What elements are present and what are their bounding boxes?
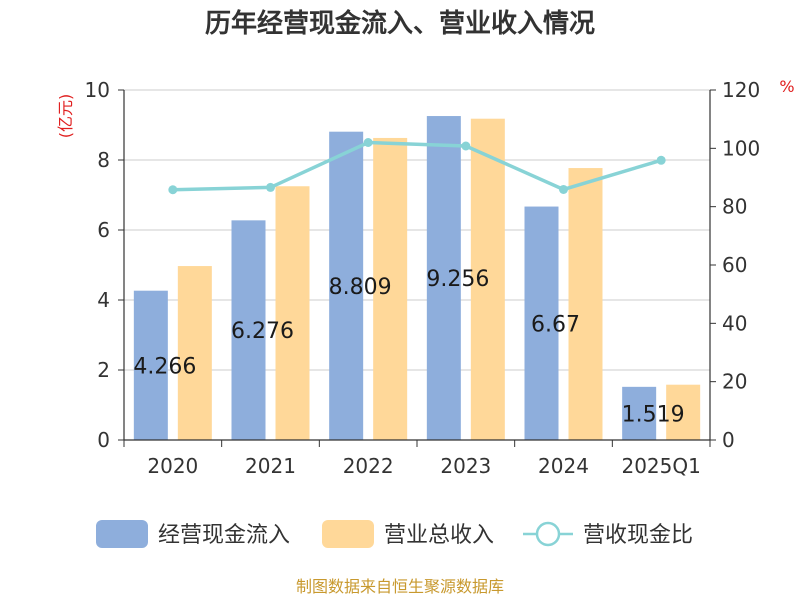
bar-cash-inflow — [231, 220, 266, 440]
left-tick-label: 10 — [85, 78, 110, 102]
x-tick-label: 2023 — [440, 454, 491, 478]
legend: 经营现金流入 营业总收入 营收现金比 — [96, 520, 693, 548]
right-tick-label: 20 — [722, 370, 747, 394]
data-label: 6.67 — [531, 312, 580, 337]
data-label: 4.266 — [133, 354, 196, 379]
x-tick-label: 2020 — [147, 454, 198, 478]
x-axis-ticks: 2020 2021 2022 2023 2024 2025Q1 — [123, 440, 711, 478]
right-axis-ticks: 0 20 40 60 80 100 120 — [710, 78, 760, 452]
bar-cash-inflow — [133, 290, 168, 440]
bar-revenue — [568, 168, 603, 441]
x-tick-label: 2021 — [245, 454, 296, 478]
data-labels: 4.266 6.276 8.809 9.256 6.67 1.519 — [133, 267, 684, 427]
right-tick-label: 120 — [722, 78, 760, 102]
legend-item: 营收现金比 — [523, 521, 693, 548]
gridlines — [124, 89, 710, 371]
bars — [133, 116, 701, 441]
ratio-line-path — [172, 140, 662, 192]
bar-revenue — [373, 137, 408, 440]
legend-item: 营业总收入 — [322, 520, 494, 548]
legend-swatch — [322, 520, 374, 548]
data-label: 9.256 — [426, 267, 489, 292]
bar-revenue — [177, 266, 212, 440]
bar-cash-inflow — [329, 131, 364, 440]
bar-revenue — [470, 118, 505, 440]
x-tick-label: 2024 — [538, 454, 589, 478]
bar-cash-inflow — [524, 206, 559, 440]
left-tick-label: 0 — [97, 428, 110, 452]
right-tick-label: 100 — [722, 136, 760, 160]
right-axis-unit: % — [779, 77, 794, 96]
right-tick-label: 0 — [722, 428, 735, 452]
left-axis-ticks: 0 2 4 6 8 10 — [85, 78, 124, 452]
ratio-point — [363, 138, 373, 147]
data-label: 8.809 — [329, 275, 392, 300]
right-tick-label: 80 — [722, 195, 747, 219]
bar-cash-inflow — [622, 386, 657, 440]
bar-revenue — [666, 384, 701, 440]
source-note: 制图数据来自恒生聚源数据库 — [296, 577, 504, 596]
bar-revenue — [275, 186, 310, 440]
ratio-point — [168, 185, 178, 195]
data-label: 6.276 — [231, 319, 294, 344]
x-tick-label: 2022 — [343, 454, 394, 478]
x-tick-label: 2025Q1 — [621, 454, 700, 478]
left-tick-label: 4 — [97, 288, 110, 312]
ratio-point — [461, 141, 471, 151]
left-tick-label: 6 — [97, 218, 110, 242]
right-tick-label: 60 — [722, 253, 747, 277]
chart-title: 历年经营现金流入、营业收入情况 — [205, 8, 595, 39]
legend-marker — [535, 521, 561, 547]
right-tick-label: 40 — [722, 311, 747, 335]
bar-cash-inflow — [426, 116, 461, 440]
ratio-point — [266, 182, 275, 192]
left-axis-unit: (亿元) — [56, 94, 75, 139]
ratio-point — [559, 184, 568, 194]
left-tick-label: 2 — [97, 358, 110, 382]
ratio-line — [168, 138, 666, 195]
data-label: 1.519 — [622, 402, 685, 427]
legend-label: 营收现金比 — [583, 523, 693, 548]
legend-label: 营业总收入 — [384, 523, 494, 548]
legend-item: 经营现金流入 — [96, 520, 290, 548]
legend-label: 经营现金流入 — [158, 523, 290, 548]
ratio-point — [656, 155, 666, 165]
legend-swatch — [96, 520, 148, 548]
left-tick-label: 8 — [97, 148, 110, 172]
